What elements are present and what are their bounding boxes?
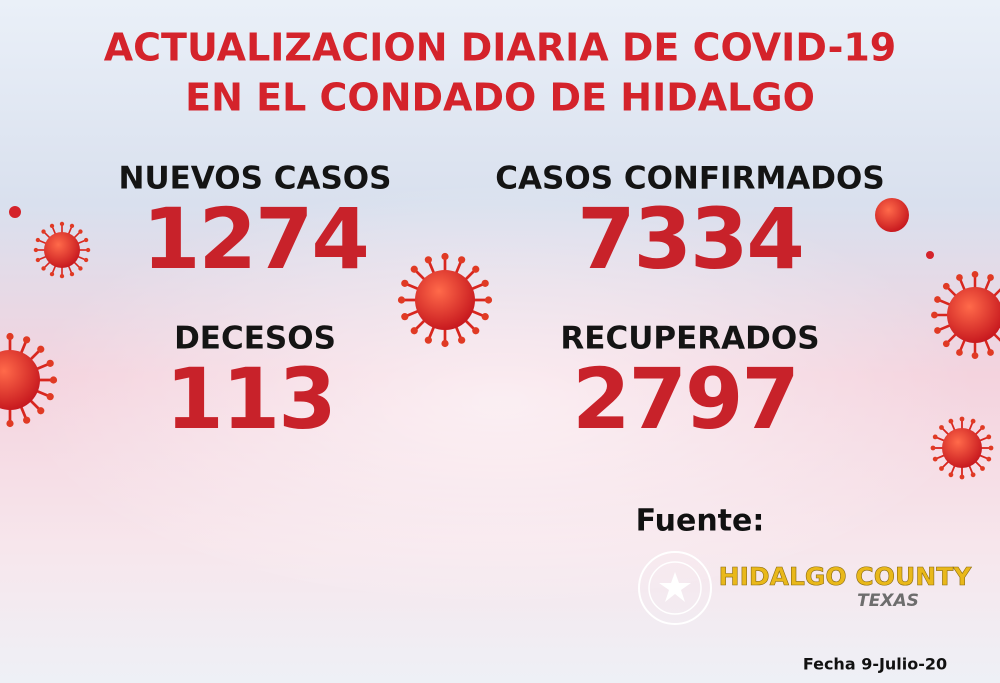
spike-tip bbox=[37, 345, 45, 353]
spike-tip bbox=[931, 311, 938, 319]
spike-tip bbox=[934, 327, 941, 334]
spike-tip bbox=[948, 472, 954, 478]
spike-tip bbox=[980, 425, 985, 430]
spike-tip bbox=[481, 313, 489, 321]
spike-tip bbox=[83, 257, 89, 263]
virus-body bbox=[947, 287, 1000, 343]
spike-tip bbox=[986, 456, 992, 462]
spike-tip bbox=[971, 352, 979, 359]
date: Fecha 9-Julio-20 bbox=[803, 655, 947, 674]
spike-tip bbox=[6, 332, 14, 341]
stat-label: NUEVOS CASOS bbox=[119, 161, 392, 197]
spike-tip bbox=[410, 327, 418, 335]
spike-tip bbox=[49, 271, 55, 277]
virus bbox=[33, 221, 91, 279]
virus bbox=[930, 416, 994, 480]
source-label: Fuente: bbox=[636, 504, 765, 539]
spike-tip bbox=[970, 472, 976, 478]
spike-tip bbox=[942, 340, 950, 348]
stat-label: RECUPERADOS bbox=[560, 321, 819, 357]
spike-tip bbox=[46, 393, 54, 401]
spike-tip bbox=[49, 223, 55, 229]
spike-tip bbox=[85, 247, 91, 253]
spike-tip bbox=[930, 445, 936, 451]
dot bbox=[926, 251, 934, 259]
spike-tip bbox=[986, 434, 992, 440]
spike-tip bbox=[987, 349, 994, 356]
spike-tip bbox=[959, 474, 965, 480]
stat-value: 7334 bbox=[577, 190, 803, 288]
glow bbox=[20, 160, 980, 600]
source-name: HIDALGO COUNTY bbox=[719, 562, 973, 591]
spike-tip bbox=[424, 256, 432, 264]
stat-label: CASOS CONFIRMADOS bbox=[495, 161, 884, 197]
stat-value: 1274 bbox=[142, 190, 368, 288]
virus bbox=[931, 271, 1000, 359]
spike-tip bbox=[69, 223, 75, 229]
spike-tip bbox=[441, 339, 449, 348]
spike-tip bbox=[41, 229, 46, 234]
spike-tip bbox=[987, 274, 994, 281]
spike-tip bbox=[934, 296, 941, 303]
spike-tip bbox=[956, 349, 963, 356]
spike-tip bbox=[971, 271, 979, 278]
spike-tip bbox=[481, 279, 489, 287]
spike-tip bbox=[46, 359, 54, 367]
spike-tip bbox=[424, 336, 432, 344]
spike-tip bbox=[78, 266, 83, 271]
spike-tip bbox=[458, 336, 466, 344]
virus bbox=[0, 332, 58, 428]
spike-tip bbox=[35, 237, 41, 243]
spike-tip bbox=[401, 313, 409, 321]
spike-tip bbox=[37, 407, 45, 415]
stat-label: DECESOS bbox=[174, 321, 336, 357]
spike-tip bbox=[970, 418, 976, 424]
dot bbox=[9, 206, 21, 218]
virus-body bbox=[415, 270, 475, 330]
spike-tip bbox=[69, 271, 75, 277]
county-seal bbox=[638, 551, 712, 625]
stat-value: 2797 bbox=[572, 350, 798, 448]
spike-tip bbox=[942, 282, 950, 290]
virus bbox=[397, 252, 493, 348]
dot bbox=[875, 198, 909, 232]
spike-tip bbox=[956, 274, 963, 281]
spike-tip bbox=[41, 266, 46, 271]
stat-value: 113 bbox=[165, 350, 334, 448]
spike-tip bbox=[932, 434, 938, 440]
spike-tip bbox=[35, 257, 41, 263]
title-line: EN EL CONDADO DE HIDALGO bbox=[185, 76, 815, 120]
spike-tip bbox=[78, 229, 83, 234]
spike-tip bbox=[472, 265, 480, 273]
spike-tip bbox=[83, 237, 89, 243]
spike-tip bbox=[23, 336, 31, 344]
spike-tip bbox=[49, 376, 58, 384]
spike-tip bbox=[33, 247, 39, 253]
title-line: ACTUALIZACION DIARIA DE COVID-19 bbox=[104, 26, 896, 70]
spike-tip bbox=[441, 252, 449, 261]
spike-tip bbox=[988, 445, 994, 451]
virus-body bbox=[942, 428, 982, 468]
spike-tip bbox=[59, 273, 65, 279]
spike-tip bbox=[23, 416, 31, 424]
spike-tip bbox=[401, 279, 409, 287]
spike-tip bbox=[959, 416, 965, 422]
spike-tip bbox=[948, 418, 954, 424]
spike-tip bbox=[484, 296, 493, 304]
virus-decorations bbox=[0, 221, 1000, 480]
spike-tip bbox=[932, 456, 938, 462]
spike-tip bbox=[980, 466, 985, 471]
spike-tip bbox=[397, 296, 406, 304]
spike-tip bbox=[939, 425, 944, 430]
spike-tip bbox=[6, 419, 14, 428]
virus-body bbox=[0, 350, 40, 410]
spike-tip bbox=[59, 221, 65, 227]
virus-body bbox=[44, 232, 80, 268]
spike-tip bbox=[939, 466, 944, 471]
spike-tip bbox=[458, 256, 466, 264]
spike-tip bbox=[410, 265, 418, 273]
spike-tip bbox=[472, 327, 480, 335]
source-state: TEXAS bbox=[857, 591, 919, 611]
